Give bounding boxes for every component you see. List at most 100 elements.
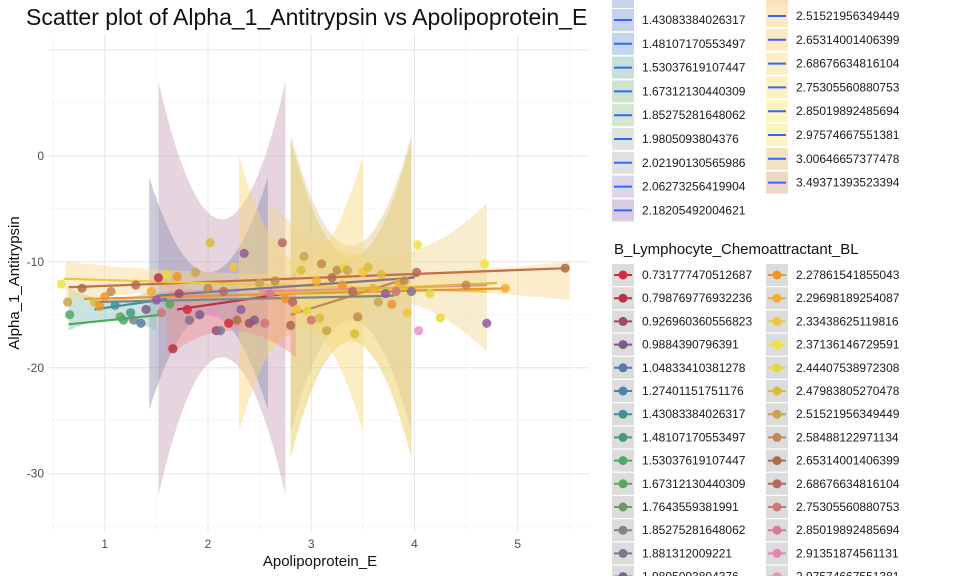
y-tick-label: -30 xyxy=(27,467,45,481)
data-point xyxy=(255,278,265,288)
data-point xyxy=(322,326,332,336)
legend-key xyxy=(766,0,788,8)
legend-label: 2.02190130565986 xyxy=(642,156,746,170)
legend-label: 2.51521956349449 xyxy=(796,9,900,23)
data-point xyxy=(480,259,490,269)
data-point xyxy=(414,326,424,336)
data-point xyxy=(402,308,412,318)
data-point xyxy=(229,262,239,272)
confidence-band xyxy=(149,177,268,411)
data-point xyxy=(125,308,136,318)
data-point xyxy=(165,299,175,309)
legend-point-icon xyxy=(772,456,782,466)
data-point xyxy=(110,300,120,310)
data-point xyxy=(77,283,87,293)
data-point xyxy=(311,276,322,286)
legend-point-icon xyxy=(772,548,782,558)
legend-label: 2.51521956349449 xyxy=(796,407,900,421)
legend-label: 2.18205492004621 xyxy=(642,203,746,217)
data-point xyxy=(399,276,409,286)
legend-point-icon xyxy=(618,340,628,350)
data-point xyxy=(296,265,306,275)
data-point xyxy=(380,288,391,299)
legend-point-icon xyxy=(772,525,782,535)
legend-point-icon xyxy=(772,340,782,350)
legend-key xyxy=(766,565,788,576)
data-point xyxy=(156,308,167,318)
legend-title: B_Lymphocyte_Chemoattractant_BL xyxy=(614,241,859,258)
data-point xyxy=(482,318,492,328)
legend-label: 1.53037619107447 xyxy=(642,454,746,468)
data-point xyxy=(63,297,73,307)
legend-label: 1.881312009221 xyxy=(642,546,732,560)
legend-label: 2.68676634816104 xyxy=(796,57,900,71)
data-point xyxy=(387,299,397,309)
data-points xyxy=(56,238,570,354)
y-tick-label: -20 xyxy=(27,361,45,375)
legend-point-icon xyxy=(618,270,628,280)
data-point xyxy=(100,292,110,302)
legend-label: 3.49371393523394 xyxy=(796,176,900,190)
x-tick-label: 3 xyxy=(308,537,315,551)
data-point xyxy=(376,269,387,280)
legend-label: 2.68676634816104 xyxy=(796,477,900,491)
data-point xyxy=(363,262,373,272)
legend-label: 1.67312130440309 xyxy=(642,477,746,491)
legend-point-icon xyxy=(772,572,782,576)
legend-point-icon xyxy=(772,316,782,326)
legend-label: 1.85275281648062 xyxy=(642,523,746,537)
data-point xyxy=(151,295,161,305)
legend-label: 2.47983805270478 xyxy=(796,384,900,398)
legend-label: 2.58488122971134 xyxy=(796,430,899,444)
data-point xyxy=(373,297,383,307)
data-point xyxy=(129,315,139,325)
data-point xyxy=(168,344,178,354)
legend-point-icon xyxy=(772,502,782,512)
data-point xyxy=(118,315,128,325)
legend-label: 1.04833410381278 xyxy=(642,361,746,375)
y-axis-title: Alpha_1_Antitrypsin xyxy=(6,216,23,349)
x-tick-label: 4 xyxy=(411,537,418,551)
legend-label: 3.00646657377478 xyxy=(796,152,900,166)
legend-label: 2.85019892485694 xyxy=(796,104,900,118)
legend-label: 2.75305560880753 xyxy=(796,80,900,94)
data-point xyxy=(191,267,201,278)
regression-line xyxy=(94,294,394,304)
data-point xyxy=(327,273,337,283)
legend-label: 0.731777470512687 xyxy=(642,268,752,282)
data-point xyxy=(337,280,347,290)
chart-title: Scatter plot of Alpha_1_Antitrypsin vs A… xyxy=(26,4,587,30)
data-point xyxy=(332,265,342,275)
legend-label: 1.43083384026317 xyxy=(642,13,746,27)
legend-point-icon xyxy=(618,363,628,373)
data-point xyxy=(172,272,182,282)
data-point xyxy=(182,304,192,315)
data-point xyxy=(286,320,296,330)
legend-point-icon xyxy=(618,386,628,396)
data-point xyxy=(560,263,570,273)
legend-label: 2.75305560880753 xyxy=(796,500,900,514)
legend-label: 1.9805093804376 xyxy=(642,132,739,146)
data-point xyxy=(205,238,215,248)
data-point xyxy=(342,265,352,275)
data-point xyxy=(461,280,471,290)
data-point xyxy=(425,288,435,299)
data-point xyxy=(195,310,205,320)
data-point xyxy=(277,238,287,248)
legend-label: 2.65314001406399 xyxy=(796,454,900,468)
legend-label: 1.48107170553497 xyxy=(642,430,746,444)
y-tick-label: -10 xyxy=(27,255,45,269)
x-tick-label: 1 xyxy=(101,537,108,551)
data-point xyxy=(136,318,146,328)
data-point xyxy=(239,248,249,258)
data-point xyxy=(65,310,75,320)
data-point xyxy=(406,286,416,297)
data-point xyxy=(131,280,141,290)
data-point xyxy=(174,288,184,299)
x-axis-title: Apolipoprotein_E xyxy=(263,553,377,570)
data-point xyxy=(162,269,172,280)
legend-point-icon xyxy=(772,409,782,419)
regression-line xyxy=(156,276,415,297)
confidence-band xyxy=(290,140,412,458)
